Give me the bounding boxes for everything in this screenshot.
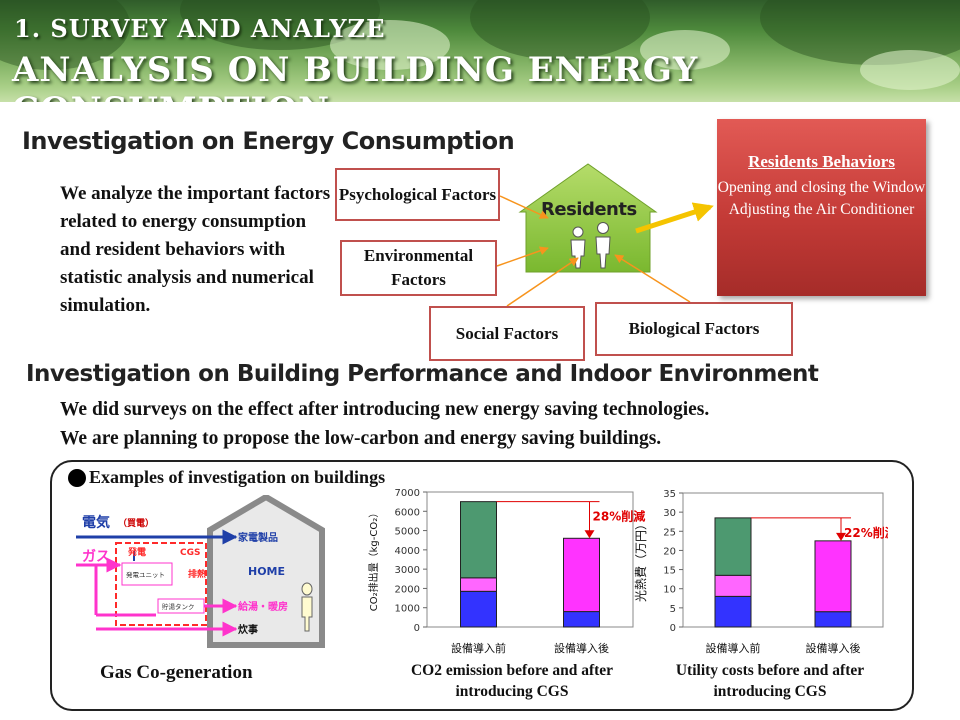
residents-house-diagram — [518, 163, 714, 273]
x-tick-label: 設備導入後 — [554, 641, 609, 655]
electricity-note: （買電） — [118, 518, 154, 529]
y-tick-label: 4000 — [395, 546, 420, 557]
factor-environmental: Environmental Factors — [340, 240, 497, 296]
y-tick-label: 10 — [663, 585, 676, 596]
bar-segment — [460, 501, 497, 579]
y-tick-label: 35 — [663, 489, 676, 500]
reduction-annotation: 22%削減 — [844, 525, 888, 540]
bar-segment — [563, 537, 600, 613]
examples-frame — [50, 460, 914, 711]
y-tick-label: 1000 — [395, 604, 420, 615]
resident-figure-icon — [301, 582, 313, 632]
gas-label: ガス — [82, 549, 110, 565]
banner-title: ANALYSIS ON BUILDING ENERGY CONSUMPTION — [12, 50, 699, 102]
intro-paragraph: We analyze the important factors related… — [60, 183, 331, 316]
bullet-icon — [68, 468, 86, 487]
cgs-label: CGS — [180, 548, 200, 558]
factor-biological: Biological Factors — [595, 302, 793, 356]
y-tick-label: 25 — [663, 527, 676, 538]
y-tick-label: 15 — [663, 566, 676, 577]
gas-cogeneration-diagram: 電気 （買電） ガス 発電 CGS 発電ユニット 排熱 貯湯タンク 家電製品 H… — [76, 495, 325, 648]
behavior-aircon: Adjusting the Air Conditioner — [728, 201, 915, 218]
reduction-arrow-icon — [836, 532, 846, 541]
home-outline — [207, 495, 325, 648]
survey-line-1: We did surveys on the effect after intro… — [60, 399, 710, 420]
home-label: HOME — [248, 565, 285, 578]
gen-unit-box — [121, 562, 173, 586]
bar-segment — [714, 517, 752, 576]
residents-behaviors-box: Residents Behaviors Opening and closing … — [717, 119, 926, 296]
y-tick-label: 5 — [670, 604, 676, 615]
section-heading-building: Investigation on Building Performance an… — [26, 361, 819, 387]
x-tick-label: 設備導入前 — [451, 641, 506, 655]
co2-caption: CO2 emission before and after introducin… — [410, 662, 614, 700]
section-heading-energy: Investigation on Energy Consumption — [22, 127, 515, 155]
bar-segment — [460, 577, 497, 592]
reduction-annotation: 28%削減 — [593, 509, 646, 524]
x-tick-label: 設備導入後 — [806, 641, 861, 655]
bar-segment — [460, 590, 497, 628]
utility-chart: 0 5 10 15 20 25 30 35 光熱費（万円） 設備導入前 設備導入後 22%削減 — [633, 489, 888, 655]
residents-label: Residents — [541, 199, 637, 220]
residents-house-shape — [518, 163, 658, 273]
y-tick-label: 20 — [663, 546, 676, 557]
bar-segment — [814, 540, 852, 613]
factor-social: Social Factors — [429, 306, 585, 361]
y-tick-label: 2000 — [395, 584, 420, 595]
survey-line-2: We are planning to propose the low-carbo… — [60, 428, 662, 449]
y-tick-label: 30 — [663, 508, 676, 519]
bar-segment — [563, 611, 600, 628]
storage-tank-label: 貯湯タンク — [162, 602, 195, 611]
utility-caption: Utility costs before and after introduci… — [675, 662, 865, 700]
exhaust-heat-label: 排熱 — [188, 568, 206, 580]
cgs-unit-border — [115, 542, 207, 626]
plot-area — [682, 492, 884, 628]
hot-water-label: 給湯・暖房 — [238, 600, 288, 613]
examples-label-text: Examples of investigation on buildings — [89, 467, 386, 487]
y-tick-label: 7000 — [395, 488, 420, 499]
examples-label: Examples of investigation on buildings — [68, 467, 385, 488]
x-tick-label: 設備導入前 — [706, 641, 761, 655]
y-tick-label: 5000 — [395, 527, 420, 538]
y-axis-label: 光熱費（万円） — [633, 518, 648, 602]
banner-subtitle: 1. SURVEY AND ANALYZE — [14, 14, 386, 43]
person-icon — [570, 222, 611, 269]
y-tick-label: 0 — [414, 623, 420, 634]
y-tick-label: 3000 — [395, 565, 420, 576]
bar-segment — [714, 574, 752, 597]
y-tick-label: 0 — [670, 623, 676, 634]
y-tick-label: 6000 — [395, 507, 420, 518]
gen-unit-label: 発電ユニット — [126, 570, 165, 579]
behavior-window: Opening and closing the Window — [717, 179, 926, 196]
header-banner: 1. SURVEY AND ANALYZE ANALYSIS ON BUILDI… — [0, 0, 960, 102]
y-axis-label: CO₂排出量（kg-CO₂） — [367, 508, 380, 611]
electricity-label: 電気 — [82, 514, 110, 531]
power-gen-label: 発電 — [127, 546, 146, 558]
appliances-label: 家電製品 — [238, 531, 278, 544]
reduction-arrow-icon — [584, 530, 595, 539]
cgs-caption: Gas Co-generation — [100, 662, 253, 683]
bar-segment — [714, 595, 752, 628]
cooking-label: 炊事 — [238, 623, 258, 636]
co2-chart: 0 1000 2000 3000 4000 5000 6000 7000 CO₂排出量（kg-C… — [367, 488, 646, 655]
factor-psychological: Psychological Factors — [335, 168, 500, 221]
bar-segment — [814, 611, 852, 628]
behaviors-title: Residents Behaviors — [748, 152, 895, 171]
